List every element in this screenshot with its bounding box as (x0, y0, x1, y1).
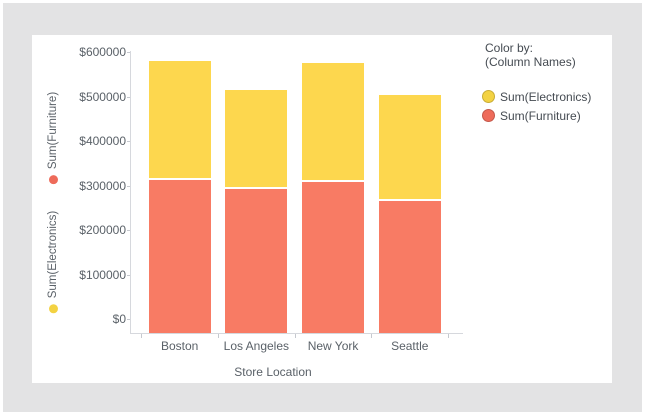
x-category-label-boston: Boston (160, 339, 199, 353)
x-tick-mark (448, 334, 450, 338)
legend-item-sum-electronics[interactable]: Sum(Electronics) (482, 87, 610, 106)
legend: Color by: (Column Names) Sum(Electronics… (482, 41, 610, 125)
x-axis-line (130, 333, 463, 334)
y-tick-label: $500000 (79, 89, 126, 104)
legend-item-sum-furniture[interactable]: Sum(Furniture) (482, 106, 610, 125)
y-tick-label: $300000 (79, 178, 126, 193)
x-tick-mark (218, 334, 219, 338)
x-tick-mark (141, 334, 143, 338)
legend-items: Sum(Electronics) Sum(Furniture) (482, 87, 610, 125)
x-tick-mark (294, 334, 296, 338)
y-tick-mark (126, 230, 131, 232)
x-category-label-new-york: New York (307, 339, 359, 353)
x-axis-title: Store Location (234, 365, 312, 379)
y-tick-label: $200000 (79, 223, 126, 238)
y-tick-label: $100000 (79, 267, 126, 282)
y-tick-mark (126, 52, 131, 54)
legend-swatch-icon (482, 109, 495, 122)
x-category-label-los-angeles: Los Angeles (223, 339, 290, 353)
bar-seattle-sum-electronics[interactable] (378, 95, 441, 199)
bar-seattle-sum-furniture[interactable] (378, 200, 441, 333)
bar-los-angeles-sum-electronics[interactable] (225, 90, 288, 187)
y-tick-mark (126, 96, 131, 98)
bar-new-york-sum-electronics[interactable] (302, 62, 365, 181)
y-tick-mark (126, 141, 131, 143)
x-tick-mark (371, 334, 373, 338)
y-axis-line (130, 51, 131, 334)
bar-boston-sum-electronics[interactable] (148, 61, 211, 178)
y-tick-label: $600000 (79, 45, 126, 60)
y-tick-label: $0 (112, 312, 126, 326)
legend-item-label: Sum(Electronics) (500, 89, 592, 104)
legend-title: Color by: (485, 41, 534, 55)
bar-boston-sum-furniture[interactable] (148, 179, 211, 333)
y-tick-label: $400000 (79, 134, 126, 149)
y-tick-mark (126, 319, 131, 320)
bar-chart-panel: Sum(Furniture) Sum(Electronics) $600000 $… (32, 35, 612, 383)
legend-swatch-icon (482, 90, 495, 103)
y-tick-mark (126, 274, 131, 276)
legend-subtitle: (Column Names) (485, 55, 576, 69)
dashboard-canvas: Sum(Furniture) Sum(Electronics) $600000 $… (3, 3, 642, 412)
bar-new-york-sum-furniture[interactable] (302, 182, 365, 333)
y-tick-mark (126, 185, 131, 187)
x-category-label-seattle: Seattle (391, 339, 429, 353)
legend-item-label: Sum(Furniture) (500, 108, 581, 123)
bar-los-angeles-sum-furniture[interactable] (225, 188, 288, 333)
